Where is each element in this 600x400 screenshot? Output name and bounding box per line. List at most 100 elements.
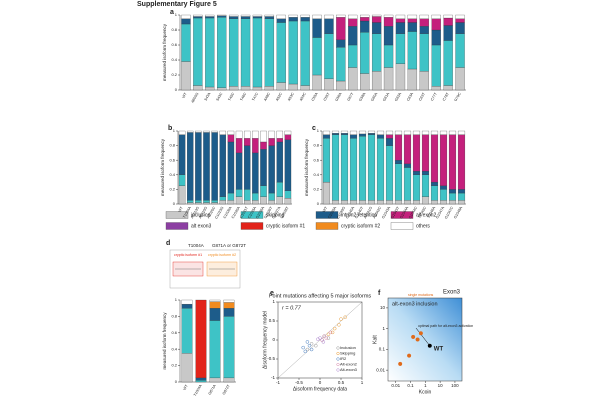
bar-segment (385, 145, 394, 201)
legend-swatch (240, 222, 264, 230)
point (407, 353, 412, 358)
y-tick-label: -0.5 (267, 356, 275, 361)
bar-segment (430, 181, 439, 186)
bar-segment (371, 14, 382, 17)
y-tick-label: 0.4 (313, 172, 319, 177)
bar-segment (367, 134, 376, 201)
bar-segment (431, 44, 441, 87)
y-tick-label: 0.6 (171, 330, 177, 335)
x-tick-label: C63A (406, 91, 414, 101)
bar-segment (421, 134, 430, 172)
y-tick-label: 0.4 (171, 346, 177, 351)
x-tick-label: 10 (438, 383, 444, 388)
x-axis-label: Δisoform frequency data (293, 386, 347, 392)
bar-segment (252, 14, 263, 17)
legend-label: alt exon2 (416, 212, 437, 218)
bar-segment (205, 17, 215, 88)
point (303, 349, 308, 354)
bar-segment (227, 130, 235, 135)
bar-segment (443, 25, 453, 41)
y-tick-label: 0.4 (171, 57, 177, 62)
x-tick-label: C55A (311, 91, 319, 101)
y-tick-label: 0 (272, 337, 275, 342)
bar-segment (348, 44, 358, 68)
bar-segment (439, 185, 448, 190)
bar-segment (324, 33, 334, 79)
bar-segment (324, 18, 334, 34)
bar-segment (349, 138, 358, 201)
bar-segment (217, 87, 227, 91)
bar-segment (455, 22, 465, 34)
bar-segment (331, 130, 340, 134)
bar-segment (240, 86, 251, 91)
point (301, 345, 305, 350)
bar-segment (336, 17, 346, 40)
bar-segment (276, 181, 284, 197)
bar-segment (284, 139, 292, 191)
bar-segment (243, 130, 251, 139)
bar-segment (412, 171, 421, 175)
bar-segment (443, 14, 453, 19)
bar-segment (252, 138, 259, 154)
bar-segment (252, 86, 263, 91)
bar-segment (360, 17, 370, 22)
bar-segment (407, 14, 418, 19)
bar-segment (348, 26, 358, 46)
bar-segment (186, 200, 194, 203)
point (314, 343, 318, 348)
x-tick-label: G1047A (435, 205, 445, 219)
x-tick-label: -0.5 (295, 380, 303, 385)
bar-segment (412, 130, 421, 135)
legend-swatch (390, 222, 414, 230)
bar-segment (203, 130, 210, 133)
bar-segment (227, 141, 235, 194)
bar-segment (383, 14, 394, 18)
bar-segment (243, 200, 251, 205)
bar-segment (211, 132, 218, 201)
series-label: WT (434, 346, 444, 352)
bar-segment (195, 299, 207, 379)
bar-segment (312, 37, 322, 76)
x-tick-label: G872T (222, 383, 231, 395)
x-tick-label: T45C (227, 92, 235, 102)
point (326, 336, 331, 340)
x-tick-label: G61A (382, 91, 390, 101)
bar-segment (276, 138, 284, 143)
bar-segment (448, 134, 457, 190)
bar-segment (360, 32, 370, 74)
bar-segment (181, 61, 191, 91)
y-tick-label: 0 (175, 87, 178, 92)
bar-segment (276, 82, 286, 91)
bar-segment (419, 33, 429, 72)
x-tick-label: C1026A (223, 205, 233, 219)
legend-label: others (416, 223, 430, 229)
x-tick-label: 0.5 (338, 380, 345, 385)
bar-segment (340, 200, 349, 205)
bar-segment (322, 134, 331, 139)
bar-segment (455, 18, 465, 23)
bar-segment (195, 202, 202, 205)
bar-segment (203, 200, 210, 203)
x-tick-label: G79C (454, 92, 462, 102)
bar-segment (367, 200, 376, 205)
bar-segment (284, 198, 292, 205)
bar-segment (457, 192, 466, 201)
diagram-label: cryptic isoform #1 (174, 253, 202, 257)
point (418, 331, 423, 336)
x-tick-label: 1 (361, 380, 364, 385)
x-tick-label: G1043T (390, 205, 400, 219)
bar-segment (276, 14, 286, 19)
bar-segment (223, 316, 235, 379)
annotation: alt-exon3 inclusion (392, 301, 438, 307)
bar-segment (421, 174, 430, 197)
point (330, 330, 335, 335)
legend-swatch (315, 222, 339, 230)
bar-segment (407, 22, 418, 32)
bar-segment (217, 17, 227, 88)
x-axis-label: Kcoin (419, 389, 432, 395)
bar-segment (371, 71, 382, 91)
y-tick-label: 0.2 (171, 363, 177, 368)
x-tick-label: T1004A (182, 205, 192, 218)
bar-segment (195, 130, 202, 133)
bar-segment (252, 17, 263, 88)
